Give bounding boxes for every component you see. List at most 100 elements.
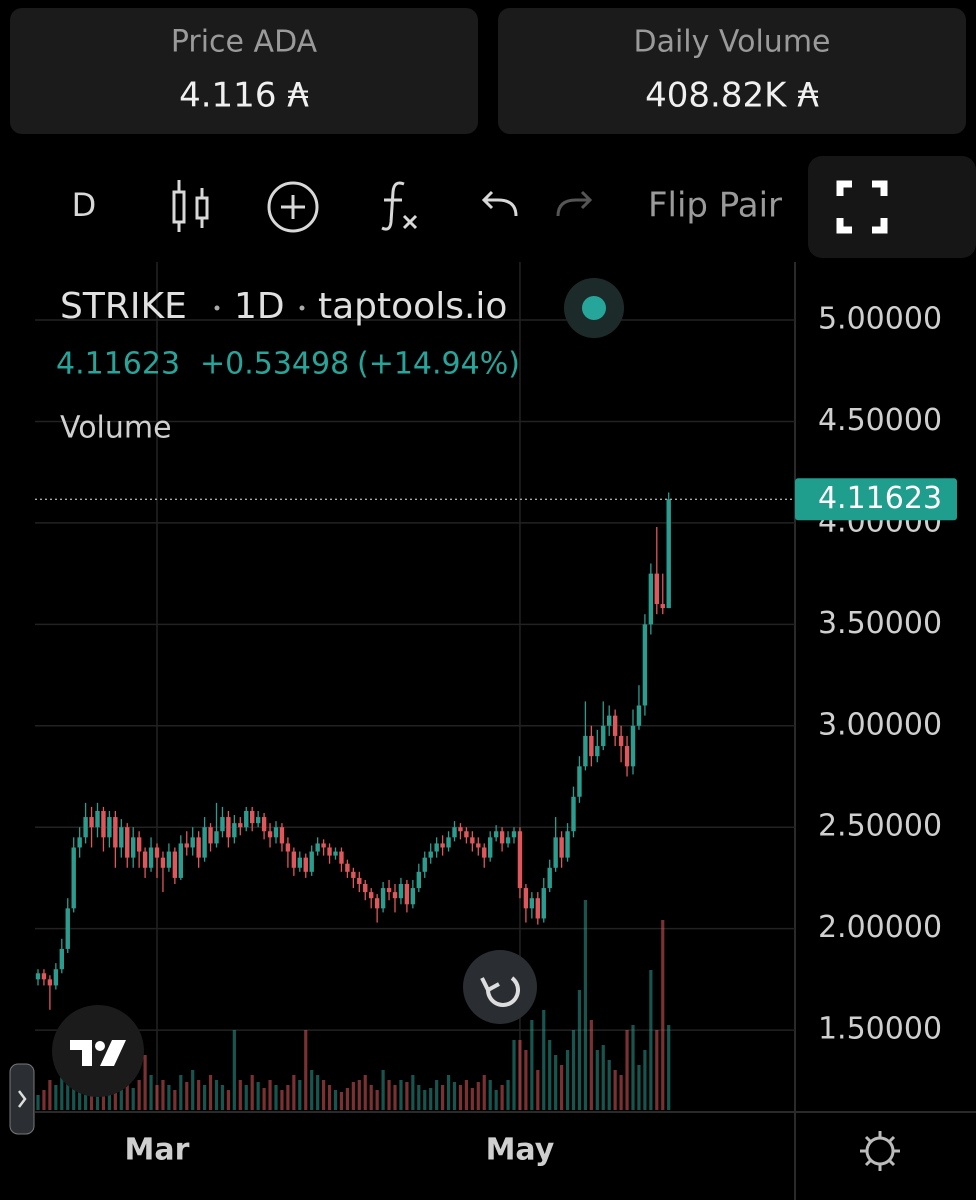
- volume-bar: [435, 1080, 439, 1110]
- volume-bar: [262, 1088, 266, 1110]
- candle-body: [363, 884, 368, 893]
- volume-bar: [339, 1092, 344, 1110]
- card-value: 4.116 ₳: [179, 76, 309, 116]
- volume-bar: [661, 920, 665, 1110]
- volume-bar: [619, 1075, 623, 1110]
- legend-symbol: STRIKE: [60, 286, 187, 327]
- candle-body: [83, 817, 88, 838]
- candle-body: [357, 877, 362, 885]
- candle-body: [499, 831, 505, 844]
- volume-bar: [125, 1082, 129, 1110]
- volume-bar: [345, 1088, 349, 1110]
- volume-bar: [286, 1085, 290, 1110]
- y-tick-label: 2.00000: [818, 910, 942, 945]
- candle-body: [267, 831, 273, 838]
- volume-bar: [429, 1088, 433, 1110]
- volume-bar: [649, 970, 653, 1110]
- volume-bar: [333, 1090, 338, 1110]
- candle-type-icon[interactable]: [172, 180, 209, 232]
- volume-bar: [256, 1082, 260, 1110]
- candle-body: [404, 884, 410, 905]
- candle-body: [488, 837, 493, 858]
- candle-body: [523, 888, 529, 909]
- volume-bar: [143, 1055, 147, 1110]
- volume-bar: [631, 1025, 635, 1110]
- candle-body: [214, 831, 219, 844]
- volume-bar: [381, 1070, 385, 1110]
- candle-body: [398, 884, 404, 899]
- candle-body: [250, 810, 255, 824]
- candle-body: [327, 847, 332, 856]
- candle-body: [511, 831, 517, 838]
- card-value: 408.82K ₳: [645, 76, 819, 116]
- candle-body: [446, 837, 451, 848]
- candle-body: [434, 843, 439, 852]
- candle-body: [571, 796, 576, 832]
- volume-bar: [375, 1090, 379, 1110]
- candle-body: [41, 973, 47, 980]
- volume-bar: [226, 1090, 230, 1110]
- volume-bar: [357, 1080, 361, 1110]
- volume-bar: [149, 1075, 153, 1110]
- fullscreen-icon[interactable]: [836, 180, 888, 234]
- volume-bar: [554, 1055, 558, 1110]
- volume-bar: [536, 1070, 540, 1110]
- flip-pair-button[interactable]: Flip Pair: [648, 186, 782, 226]
- candle-body: [345, 863, 350, 872]
- volume-bar: [548, 1040, 552, 1110]
- volume-bar: [155, 1085, 159, 1110]
- x-tick-label: Mar: [125, 1133, 190, 1168]
- volume-bar: [48, 1080, 52, 1110]
- volume-bar: [387, 1080, 391, 1110]
- y-tick-label: 1.50000: [818, 1012, 942, 1047]
- volume-bar: [107, 1085, 111, 1110]
- candle-body: [285, 843, 291, 852]
- last-price-box: [795, 478, 957, 521]
- candle-body: [148, 847, 154, 868]
- candle-body: [452, 827, 457, 838]
- add-icon[interactable]: [267, 181, 319, 233]
- indicator-icon[interactable]: [381, 181, 418, 231]
- volume-bar: [36, 1095, 40, 1110]
- volume-bar: [203, 1085, 207, 1110]
- redo-icon[interactable]: [556, 190, 593, 217]
- candle-body: [458, 827, 463, 832]
- candle-body: [65, 908, 70, 949]
- separator-dot: [214, 305, 220, 311]
- candle-body: [71, 847, 76, 909]
- candle-body: [142, 851, 148, 868]
- candle-body: [291, 851, 297, 868]
- candle-body: [178, 843, 183, 878]
- candle-body: [315, 843, 320, 852]
- candle-body: [208, 827, 213, 844]
- candle-body: [476, 843, 481, 848]
- y-tick-label: 2.50000: [818, 809, 942, 844]
- candle-body: [422, 857, 427, 872]
- volume-bar: [464, 1080, 468, 1110]
- volume-bar: [238, 1080, 242, 1110]
- volume-bar: [316, 1075, 320, 1110]
- volume-card: [498, 8, 966, 134]
- settings-icon[interactable]: [860, 1131, 900, 1171]
- candle-body: [309, 851, 314, 872]
- reset-button[interactable]: [463, 950, 537, 1024]
- candle-body: [601, 725, 606, 747]
- volume-bar: [214, 1080, 219, 1110]
- legend-source: taptools.io: [318, 286, 507, 327]
- candle-body: [136, 837, 142, 852]
- volume-bar: [595, 1050, 599, 1110]
- candle-body: [666, 499, 671, 609]
- candle-body: [303, 857, 308, 872]
- sidebar-toggle[interactable]: [9, 1063, 35, 1135]
- volume-bar: [423, 1090, 427, 1110]
- candle-body: [547, 867, 552, 889]
- candle-body: [95, 810, 100, 828]
- candle-body: [172, 851, 178, 878]
- undo-icon[interactable]: [481, 190, 518, 217]
- volume-bar: [560, 1065, 564, 1110]
- volume-bar: [405, 1082, 409, 1110]
- x-tick-label: May: [486, 1133, 555, 1168]
- interval-button[interactable]: D: [72, 186, 97, 224]
